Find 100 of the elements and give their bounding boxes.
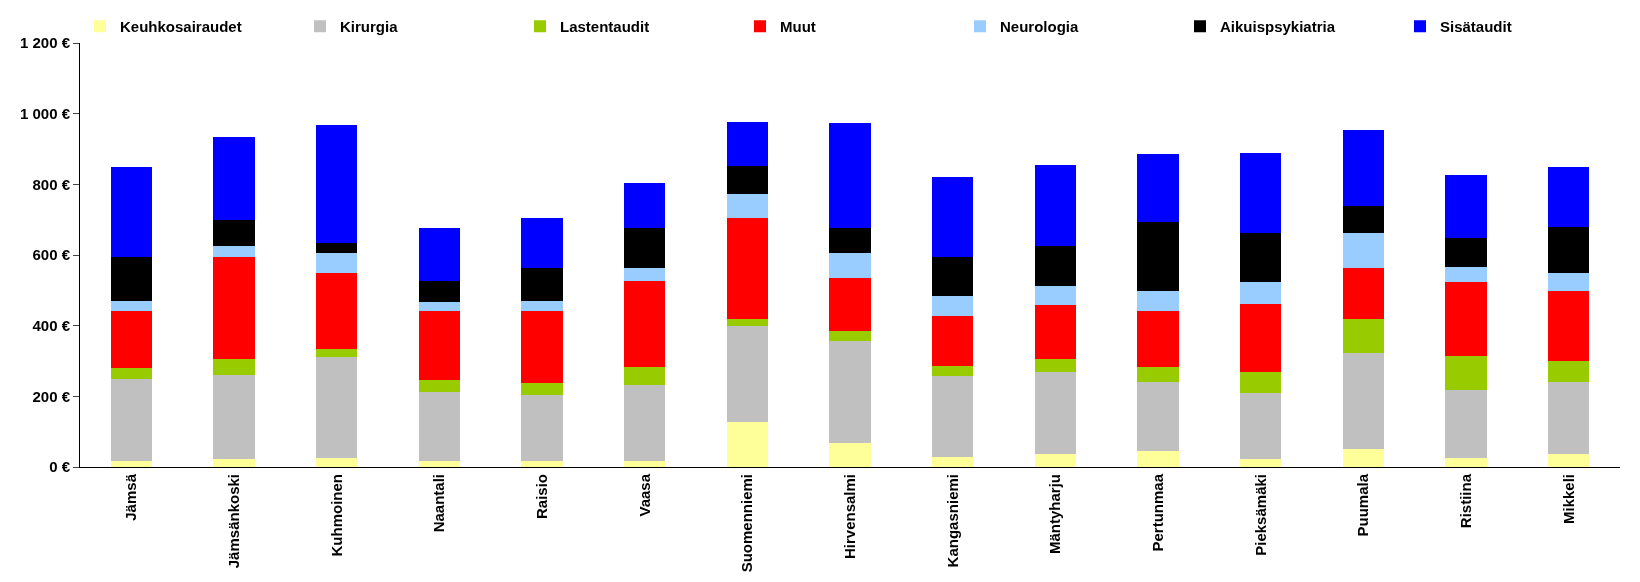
bar — [1240, 304, 1282, 373]
x-tick-label: Mikkeli — [1559, 474, 1577, 525]
y-tick-label: 400 € — [32, 316, 71, 334]
bar — [110, 461, 152, 467]
bar — [1548, 272, 1590, 292]
x-tick-label: Vaasa — [635, 473, 653, 517]
bar — [213, 358, 255, 376]
bar — [1445, 355, 1487, 390]
bar — [213, 246, 255, 257]
bar — [110, 368, 152, 379]
legend-label: Neurologia — [1000, 18, 1079, 36]
bar — [624, 367, 666, 386]
x-tick-label: Jämsä — [122, 473, 140, 521]
bar — [213, 256, 255, 359]
bar — [1445, 174, 1487, 239]
bar — [1445, 458, 1487, 467]
bar — [316, 242, 358, 253]
y-tick-label: 1 200 € — [19, 34, 71, 52]
y-tick-label: 800 € — [32, 175, 71, 193]
bar — [1034, 245, 1076, 287]
bar — [110, 378, 152, 462]
bar — [418, 392, 460, 462]
bar — [316, 357, 358, 459]
bar — [1240, 152, 1282, 234]
bar — [624, 385, 666, 462]
bar — [1034, 164, 1076, 246]
bar — [1240, 393, 1282, 460]
bar — [829, 330, 871, 341]
bar — [1548, 291, 1590, 362]
bar — [1445, 266, 1487, 282]
bar — [1137, 222, 1179, 292]
bar — [726, 165, 768, 194]
bar — [521, 383, 563, 396]
bar — [932, 296, 974, 316]
x-tick-label: Hirvensalmi — [840, 474, 858, 560]
bar — [726, 193, 768, 219]
bar — [726, 218, 768, 319]
legend-label: Sisätaudit — [1440, 18, 1512, 36]
bar — [1034, 454, 1076, 467]
bar — [521, 267, 563, 302]
bar — [1548, 361, 1590, 383]
bar — [521, 311, 563, 384]
bar — [1240, 281, 1282, 305]
y-tick-label: 0 € — [49, 458, 71, 476]
bar — [1342, 129, 1384, 207]
bar — [1240, 459, 1282, 467]
bar — [316, 273, 358, 349]
bar — [829, 442, 871, 467]
bar — [1137, 153, 1179, 223]
bar — [1240, 233, 1282, 282]
bar — [1342, 352, 1384, 450]
x-tick-label: Ristiina — [1456, 473, 1474, 529]
bar — [932, 176, 974, 258]
bar — [418, 281, 460, 303]
x-tick-label: Jämsänkoski — [224, 474, 242, 569]
bar — [726, 318, 768, 327]
bar — [829, 252, 871, 279]
bar — [316, 252, 358, 274]
bar — [624, 228, 666, 268]
bar — [1034, 358, 1076, 373]
x-tick-label: Raisio — [532, 474, 550, 520]
bar — [829, 123, 871, 229]
bar — [110, 256, 152, 302]
bar — [726, 326, 768, 422]
bar — [521, 301, 563, 312]
bar — [1342, 449, 1384, 467]
bar — [1342, 318, 1384, 353]
bar — [418, 311, 460, 381]
bar — [1445, 238, 1487, 267]
bar — [110, 166, 152, 257]
bar — [213, 220, 255, 247]
bar — [316, 348, 358, 358]
x-tick-label: Naantali — [430, 474, 448, 533]
x-tick-label: Suomenniemi — [738, 474, 756, 573]
bar — [624, 281, 666, 368]
bar — [110, 311, 152, 369]
bar — [418, 380, 460, 393]
bar — [213, 459, 255, 467]
bar — [521, 461, 563, 467]
x-tick-label: Mäntyharju — [1046, 474, 1064, 555]
bar — [932, 257, 974, 297]
bar — [1137, 382, 1179, 452]
bar — [624, 182, 666, 229]
bar — [1342, 267, 1384, 319]
x-tick-label: Puumala — [1354, 473, 1372, 537]
bar — [726, 122, 768, 166]
y-tick-label: 600 € — [32, 246, 71, 264]
bar — [624, 267, 666, 282]
bar — [418, 228, 460, 282]
bar — [213, 375, 255, 460]
bar — [316, 458, 358, 467]
legend-label: Aikuispsykiatria — [1220, 18, 1336, 36]
bar — [316, 125, 358, 243]
legend-label: Keuhkosairaudet — [120, 18, 242, 36]
bar — [1034, 305, 1076, 359]
bar — [1548, 227, 1590, 273]
x-tick-label: Kangasniemi — [943, 474, 961, 568]
bar — [418, 461, 460, 467]
y-tick-label: 1 000 € — [19, 104, 71, 122]
bar — [1445, 389, 1487, 459]
